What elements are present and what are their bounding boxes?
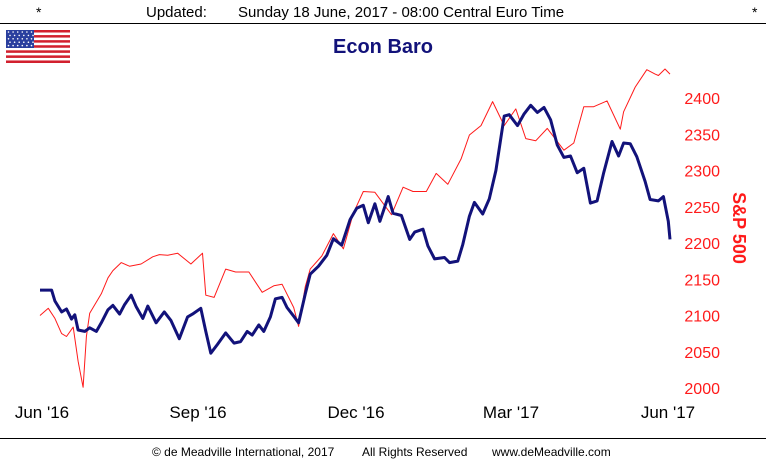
flag-star: [12, 44, 14, 47]
y-tick-label: 2400: [684, 91, 720, 108]
y-tick-label: 2200: [684, 236, 720, 253]
us-flag-icon: [6, 30, 70, 63]
flag-star: [30, 44, 33, 47]
econ-baro-series: [40, 103, 672, 355]
flag-star: [16, 31, 19, 33]
flag-star: [12, 31, 14, 33]
y-tick-label: 2250: [684, 200, 720, 217]
flag-star: [30, 31, 33, 33]
flag-star: [7, 38, 10, 40]
flag-star: [27, 34, 30, 37]
header-bar: * Updated: Sunday 18 June, 2017 - 08:00 …: [0, 0, 766, 24]
flag-star: [21, 38, 24, 40]
flag-star: [27, 41, 30, 43]
y-tick-label: 2150: [684, 272, 720, 289]
chart-title: Econ Baro: [333, 36, 433, 58]
flag-stripe: [6, 45, 70, 48]
flag-stripe: [6, 40, 70, 43]
flag-star: [21, 31, 24, 33]
flag-star: [7, 31, 10, 33]
flag-star: [26, 38, 28, 40]
flag-stripe: [6, 37, 70, 41]
flag-star: [23, 34, 25, 37]
sp500-line: [39, 68, 671, 388]
sp500-series: [39, 68, 671, 388]
flag-star: [16, 38, 19, 40]
x-tick-label: Jun '16: [15, 403, 69, 422]
flag-stripe: [6, 32, 70, 36]
flag-star: [7, 44, 10, 47]
right-axis-ticks: 2000 2050 2100 2150 2200 2250 2300 2350 2400: [684, 91, 720, 398]
flag-star: [9, 41, 11, 43]
flag-stripe: [6, 52, 70, 56]
y-tick-label: 2100: [684, 309, 720, 326]
y-tick-label: 2050: [684, 345, 720, 362]
flag-star: [26, 31, 28, 33]
flag-stripe: [6, 57, 70, 61]
updated-label: Updated:: [146, 4, 207, 21]
header-left-marker: *: [36, 4, 42, 20]
flag-star: [26, 44, 28, 47]
flag-stripe: [6, 50, 70, 54]
y-tick-label: 2350: [684, 127, 720, 144]
x-axis-ticks: Jun '16 Sep '16 Dec '16 Mar '17 Jun '17: [15, 403, 695, 422]
flag-stripe: [6, 55, 70, 59]
right-axis-label: S&P 500: [729, 192, 749, 264]
x-tick-label: Mar '17: [483, 403, 539, 422]
flag-star: [13, 34, 16, 37]
flag-star: [16, 44, 19, 47]
updated-value: Sunday 18 June, 2017 - 08:00 Central Eur…: [238, 4, 565, 21]
footer-website[interactable]: www.deMeadville.com: [492, 445, 611, 459]
x-tick-label: Jun '17: [641, 403, 695, 422]
footer-rights: All Rights Reserved: [362, 445, 468, 459]
econ-baro-line: [40, 103, 672, 355]
flag-star: [13, 41, 16, 43]
y-tick-label: 2000: [684, 381, 720, 398]
flag-star: [18, 34, 20, 37]
flag-star: [30, 38, 33, 40]
x-tick-label: Sep '16: [169, 403, 226, 422]
footer-copyright: © de Meadville International, 2017: [152, 445, 335, 459]
flag-star: [32, 34, 34, 37]
y-tick-label: 2300: [684, 164, 720, 181]
flag-star: [18, 41, 20, 43]
flag-star: [23, 41, 25, 43]
flag-star: [9, 34, 11, 37]
flag-star: [12, 38, 14, 40]
flag-stripe: [6, 47, 70, 51]
header-right-marker: *: [752, 4, 758, 20]
x-tick-label: Dec '16: [327, 403, 384, 422]
flag-stripe: [6, 60, 70, 63]
flag-stripe: [6, 42, 70, 46]
flag-stripe: [6, 30, 70, 33]
flag-star: [32, 41, 34, 43]
flag-star: [21, 44, 24, 47]
footer-bar: © de Meadville International, 2017 All R…: [0, 438, 766, 463]
flag-stripe: [6, 35, 70, 38]
